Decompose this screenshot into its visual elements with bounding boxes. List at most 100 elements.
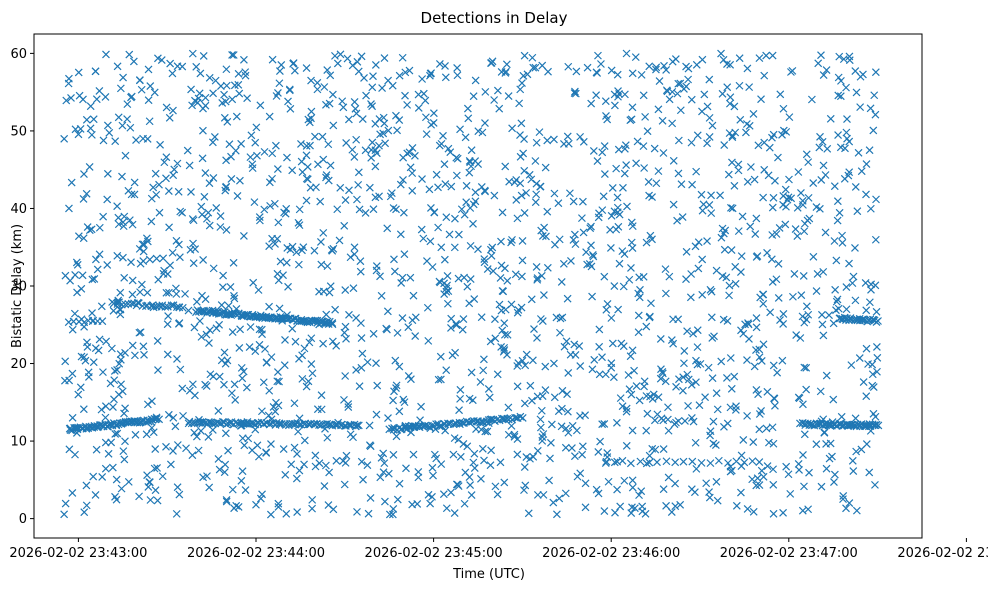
data-point (794, 393, 803, 402)
data-point (664, 473, 673, 482)
data-point (854, 148, 863, 157)
data-point (71, 125, 80, 134)
data-point (366, 494, 375, 502)
data-point (693, 131, 702, 140)
data-point (190, 428, 199, 437)
data-point (602, 305, 611, 314)
data-point (365, 183, 374, 192)
data-point (802, 150, 811, 159)
data-point (392, 381, 401, 390)
data-point (342, 451, 351, 460)
data-point (332, 341, 341, 350)
data-point (735, 81, 744, 90)
data-point (871, 412, 880, 421)
data-point (345, 310, 353, 319)
data-point (802, 315, 811, 324)
data-point (365, 421, 374, 430)
data-point (608, 339, 617, 348)
data-point (171, 422, 180, 431)
data-point (352, 366, 361, 374)
data-point (89, 358, 98, 367)
data-point (792, 331, 801, 339)
data-point (156, 140, 165, 149)
data-point (425, 185, 434, 194)
data-point (165, 113, 174, 122)
data-point (389, 204, 398, 212)
data-point (823, 144, 832, 153)
data-point (91, 490, 100, 499)
data-point (707, 209, 716, 218)
data-point (155, 301, 164, 310)
data-point (273, 165, 282, 173)
data-point (833, 216, 842, 225)
data-point (428, 463, 437, 472)
data-point (870, 91, 879, 100)
data-point (350, 153, 359, 161)
data-point (502, 60, 511, 69)
data-point (449, 450, 458, 459)
data-point (326, 282, 335, 291)
data-point (273, 377, 282, 386)
data-point (872, 195, 880, 204)
data-point (124, 477, 133, 486)
data-point (118, 387, 127, 396)
data-point (395, 407, 404, 416)
data-point (454, 274, 463, 283)
data-point (697, 190, 706, 199)
data-point (538, 61, 547, 70)
data-point (410, 151, 419, 160)
data-point (288, 324, 297, 333)
data-point (86, 124, 95, 133)
data-point (408, 169, 417, 178)
data-point (781, 185, 790, 194)
data-point (799, 450, 807, 459)
data-point (676, 79, 685, 88)
data-point (205, 483, 214, 492)
data-point (601, 370, 610, 379)
data-point (105, 128, 114, 137)
data-point (491, 482, 500, 491)
data-point (567, 257, 575, 265)
data-point (257, 325, 266, 334)
data-point (313, 78, 322, 87)
data-point (406, 273, 415, 282)
data-point (594, 489, 603, 498)
data-point (628, 69, 637, 78)
data-point (499, 287, 508, 296)
data-point (750, 175, 759, 184)
data-point (328, 320, 337, 329)
data-point (845, 259, 853, 268)
data-point (684, 401, 692, 410)
data-point (163, 320, 172, 329)
data-point (159, 254, 168, 263)
data-point (243, 94, 252, 103)
data-point (208, 426, 217, 434)
data-point (496, 458, 505, 467)
data-point (228, 51, 237, 59)
data-point (143, 400, 152, 409)
data-point (219, 271, 228, 280)
data-point (331, 305, 340, 314)
data-point (737, 326, 745, 335)
data-point (345, 186, 353, 195)
data-point (615, 259, 624, 268)
data-point (539, 490, 548, 499)
data-point (203, 472, 211, 481)
data-point (743, 504, 752, 513)
data-point (528, 53, 537, 62)
data-point (613, 193, 622, 202)
data-point (645, 451, 654, 460)
data-point (830, 182, 839, 191)
data-point (378, 84, 387, 92)
data-point (658, 116, 667, 125)
data-point (153, 463, 161, 472)
data-point (674, 375, 683, 384)
data-point (411, 332, 420, 340)
data-point (533, 446, 542, 455)
data-point (112, 475, 121, 484)
data-point (254, 286, 263, 294)
data-point (743, 356, 751, 365)
data-point (255, 213, 264, 222)
data-point (706, 285, 715, 294)
